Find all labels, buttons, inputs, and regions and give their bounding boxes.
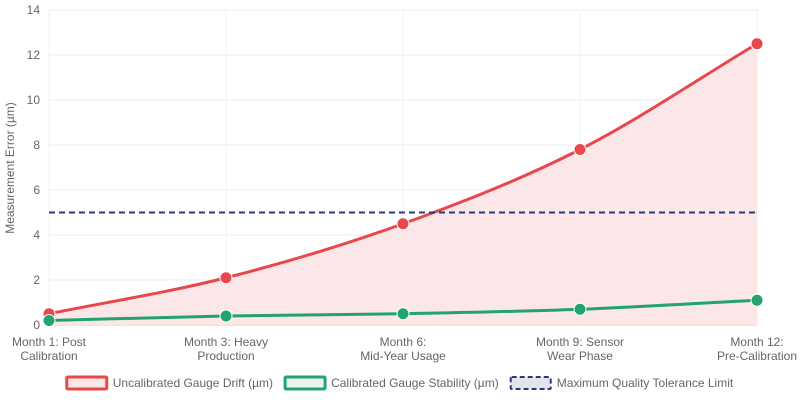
x-tick-label: Month 6: Mid-Year Usage: [360, 335, 446, 363]
y-tick-label: 10: [27, 93, 41, 107]
y-tick-label: 8: [33, 138, 40, 152]
legend-item: Calibrated Gauge Stability (µm): [283, 375, 499, 391]
x-tick-label-line: Wear Phase: [547, 349, 613, 363]
x-tick-label-line: Calibration: [20, 349, 77, 363]
x-tick-label-line: Month 9: Sensor: [536, 335, 624, 349]
legend-label: Uncalibrated Gauge Drift (µm): [113, 376, 273, 390]
legend: Uncalibrated Gauge Drift (µm) Calibrated …: [65, 375, 734, 391]
legend-swatch: [509, 376, 552, 390]
area-fills: [49, 43, 757, 325]
data-point: [396, 307, 410, 321]
data-point: [42, 314, 56, 327]
x-tick-label-line: Month 12:: [730, 335, 783, 349]
y-tick-label: 0: [33, 318, 40, 332]
data-point: [750, 37, 764, 51]
y-tick-label: 2: [33, 273, 40, 287]
x-tick-label: Month 1: Post Calibration: [12, 335, 87, 363]
legend-label: Maximum Quality Tolerance Limit: [557, 376, 734, 390]
legend-item: Uncalibrated Gauge Drift (µm): [65, 375, 273, 391]
x-tick-label-line: Month 6:: [380, 335, 427, 349]
y-tick-label: 4: [33, 228, 40, 242]
legend-item: Maximum Quality Tolerance Limit: [509, 376, 734, 390]
x-tick-label: Month 12: Pre-Calibration: [717, 335, 797, 363]
legend-swatch: [65, 375, 109, 391]
y-tick-label: 6: [33, 183, 40, 197]
x-tick-label: Month 9: Sensor Wear Phase: [536, 335, 624, 363]
y-axis-title: Measurement Error (µm): [3, 102, 17, 234]
x-tick-label-line: Mid-Year Usage: [360, 349, 446, 363]
axes: Measurement Error (µm) 0 2 4 6 8 10 12 14 Month …: [3, 3, 797, 363]
x-tick-label-line: Production: [197, 349, 254, 363]
data-points: [42, 37, 764, 327]
x-tick-label-line: Month 3: Heavy: [184, 335, 268, 349]
x-tick-label-line: Month 1: Post: [12, 335, 87, 349]
x-tick-label: Month 3: Heavy Production: [184, 335, 268, 363]
x-tick-label-line: Pre-Calibration: [717, 349, 797, 363]
data-point: [219, 309, 233, 323]
data-point: [573, 143, 587, 156]
series-area-fill: [49, 43, 757, 325]
data-point: [219, 271, 233, 285]
data-point: [750, 293, 764, 307]
legend-label: Calibrated Gauge Stability (µm): [331, 376, 499, 390]
legend-swatch: [283, 375, 327, 391]
data-point: [573, 302, 587, 316]
y-tick-label: 12: [27, 48, 41, 62]
y-tick-label: 14: [27, 3, 41, 17]
data-point: [396, 217, 410, 231]
